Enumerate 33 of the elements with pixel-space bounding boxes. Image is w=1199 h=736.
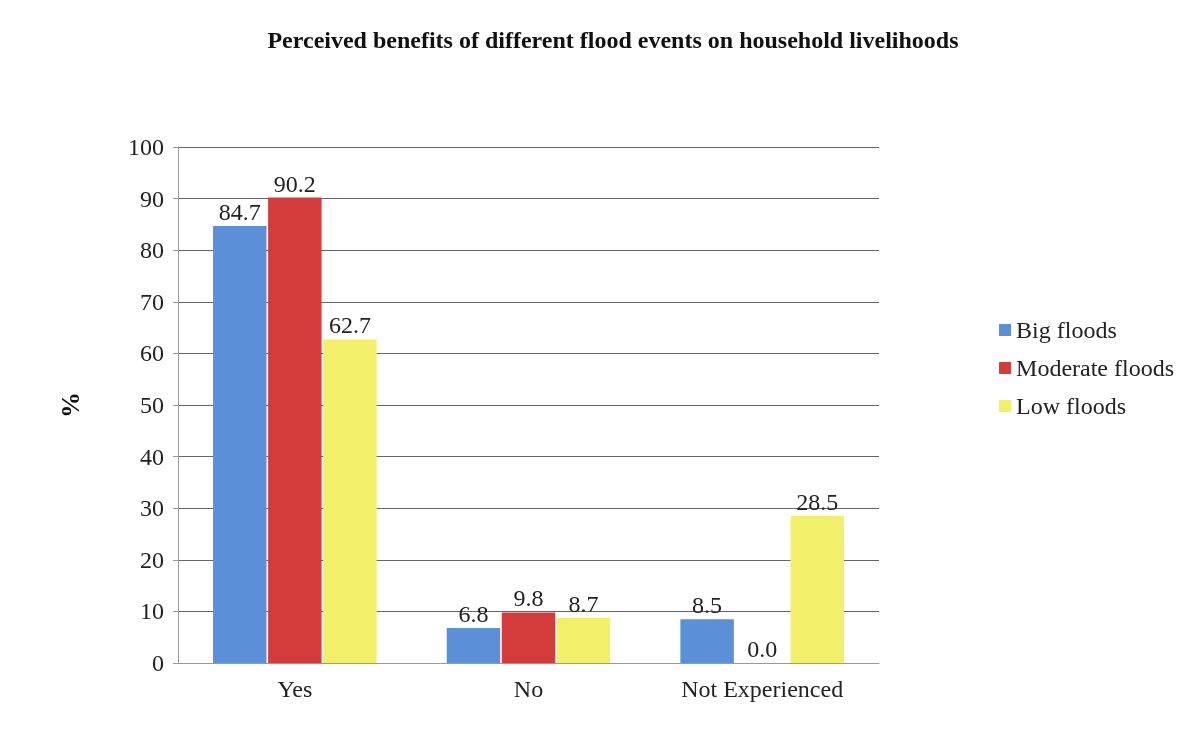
y-tick-label: 0 — [152, 650, 164, 676]
y-tick-label: 60 — [140, 340, 164, 367]
chart-title: Perceived benefits of different flood events on household livelihoods — [267, 27, 959, 53]
bar — [446, 627, 501, 663]
data-label: 90.2 — [273, 170, 316, 197]
y-tick-label: 20 — [140, 546, 164, 573]
legend-label: Moderate floods — [1016, 355, 1175, 381]
data-label: 0.0 — [747, 636, 778, 662]
y-tick-label: 40 — [140, 443, 164, 470]
y-tick-label: 30 — [140, 495, 164, 522]
y-tick-label: 50 — [140, 392, 164, 418]
data-label: 62.7 — [328, 312, 371, 339]
bar — [323, 339, 377, 663]
x-tick-label: No — [513, 676, 544, 702]
legend-label: Low floods — [1016, 393, 1127, 419]
bar — [268, 197, 322, 663]
y-axis-title: % — [55, 392, 85, 418]
data-label: 8.7 — [568, 591, 599, 618]
x-tick-label: Yes — [277, 676, 313, 702]
y-tick-label: 10 — [140, 598, 164, 625]
y-tick-label: 80 — [140, 237, 164, 264]
y-tick-label: 100 — [128, 134, 164, 160]
y-tick-label: 70 — [140, 288, 164, 315]
legend-label: Big floods — [1016, 317, 1117, 343]
y-tick-label: 90 — [140, 185, 164, 212]
bar — [556, 618, 611, 663]
bar — [501, 612, 556, 663]
data-label: 84.7 — [218, 198, 261, 225]
data-label: 9.8 — [513, 585, 544, 612]
bar — [213, 225, 267, 663]
bar — [680, 619, 734, 663]
bar — [790, 515, 844, 663]
x-tick-label: Not Experienced — [681, 676, 844, 702]
